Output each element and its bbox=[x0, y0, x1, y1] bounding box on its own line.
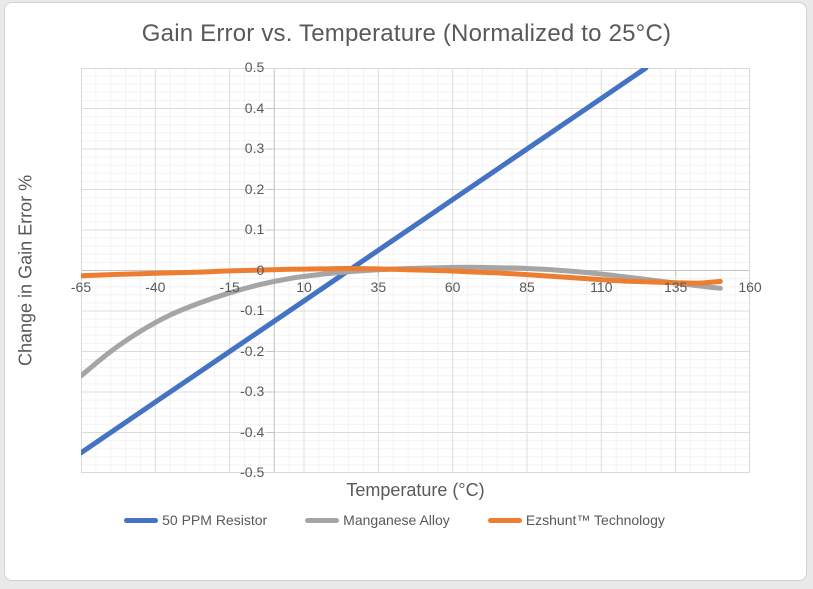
x-tick-label: 60 bbox=[444, 279, 461, 295]
plot-border bbox=[81, 68, 750, 473]
x-tick-label: 135 bbox=[663, 279, 688, 295]
legend-item-50-ppm-resistor: 50 PPM Resistor bbox=[124, 512, 267, 528]
x-tick-label: -15 bbox=[219, 279, 240, 295]
y-tick-label: -0.3 bbox=[240, 383, 265, 399]
x-tick-label: 160 bbox=[738, 279, 762, 295]
x-axis-title: Temperature (°C) bbox=[346, 480, 485, 500]
legend-line-marker bbox=[124, 517, 159, 523]
x-tick-label: 35 bbox=[370, 279, 387, 295]
legend-line-marker bbox=[305, 517, 340, 523]
legend-label: 50 PPM Resistor bbox=[162, 512, 268, 528]
y-tick-label: 0.5 bbox=[244, 59, 265, 75]
x-tick-label: -40 bbox=[145, 279, 166, 295]
y-axis-title: Change in Gain Error % bbox=[15, 174, 36, 367]
legend-line-marker bbox=[487, 517, 522, 523]
x-tick-label: 110 bbox=[590, 279, 613, 295]
legend-label: Manganese Alloy bbox=[343, 512, 450, 528]
legend-label: Ezshunt™ Technology bbox=[525, 512, 665, 528]
y-tick-label: -0.5 bbox=[240, 464, 265, 480]
chart-title: Gain Error vs. Temperature (Normalized t… bbox=[141, 20, 672, 47]
series-ezshunt-technology bbox=[81, 266, 723, 286]
legend-item-ezshunt-technology: Ezshunt™ Technology bbox=[487, 512, 665, 528]
x-tick-label: -65 bbox=[70, 279, 92, 295]
x-tick-label: 10 bbox=[296, 279, 312, 295]
plot-svg bbox=[81, 68, 750, 473]
y-tick-label: 0.2 bbox=[244, 180, 265, 197]
y-tick-label: 0.1 bbox=[244, 221, 265, 237]
y-tick-label: 0.3 bbox=[244, 140, 265, 156]
y-tick-label: 0 bbox=[256, 261, 265, 278]
y-tick-label: -0.4 bbox=[240, 423, 265, 440]
y-tick-label: -0.2 bbox=[240, 342, 265, 359]
y-tick-label: 0.4 bbox=[244, 99, 265, 116]
series-50-ppm-resistor bbox=[81, 68, 649, 456]
legend-item-manganese-alloy: Manganese Alloy bbox=[305, 512, 450, 528]
y-tick-label: -0.1 bbox=[240, 302, 265, 318]
legend: 50 PPM Resistor Manganese Alloy Ezshunt™ T… bbox=[0, 512, 801, 528]
chart-container[interactable] bbox=[4, 2, 807, 581]
x-tick-label: 85 bbox=[519, 279, 535, 295]
